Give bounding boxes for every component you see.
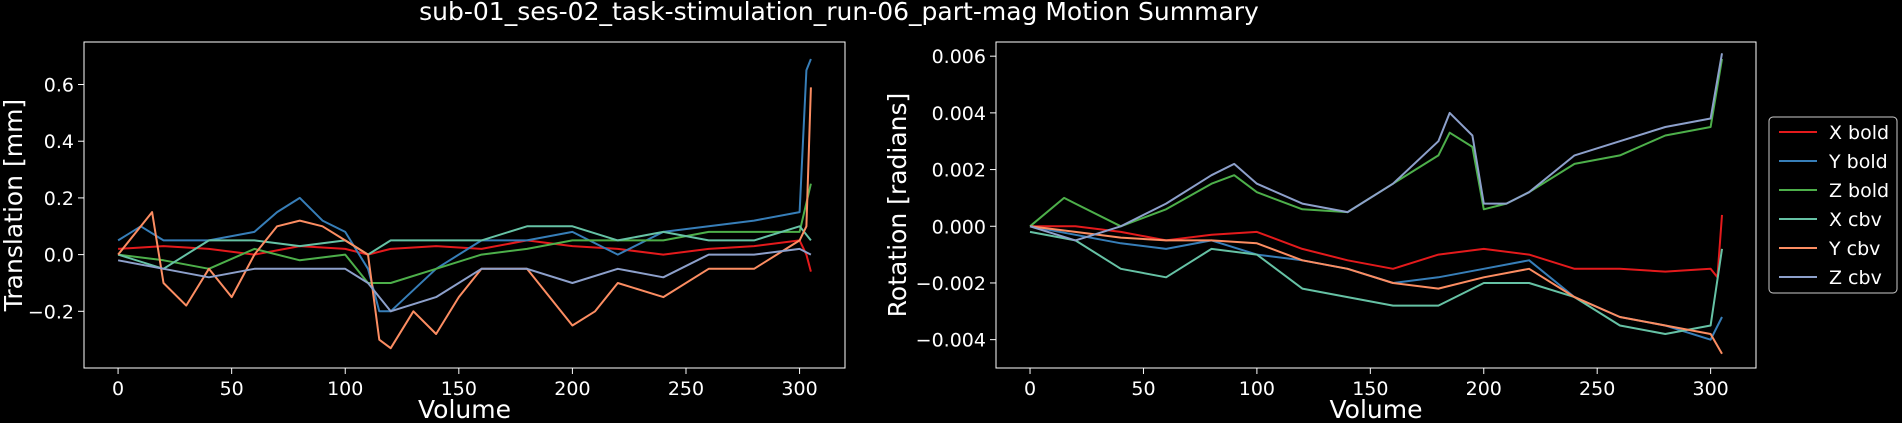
series-line-x-cbv xyxy=(117,225,812,270)
x-tick-label: 200 xyxy=(554,378,590,400)
translation-panel: 0 50 100 150 200 250 300 −0.2 0.0 0.2 0.4 0.6 Volume… xyxy=(0,41,846,423)
series-line-z-bold xyxy=(1029,58,1723,228)
series-line-z-cbv xyxy=(117,247,812,313)
legend-label-x-bold: X bold xyxy=(1829,122,1889,144)
y-tick-label: −0.002 xyxy=(916,273,986,295)
x-tick-label: 250 xyxy=(1579,378,1615,400)
y-tick-label: 0.000 xyxy=(932,216,986,238)
y-axis-label: Rotation [radians] xyxy=(883,93,912,318)
series-line-z-bold xyxy=(117,183,812,284)
y-axis-label: Translation [mm] xyxy=(0,99,28,312)
series-line-x-cbv xyxy=(1029,230,1723,335)
series-line-y-cbv xyxy=(1029,225,1723,355)
x-tick-label: 50 xyxy=(220,378,244,400)
x-tick-label: 200 xyxy=(1466,378,1502,400)
y-tick-label: 0.4 xyxy=(44,131,74,153)
legend-label-z-cbv: Z cbv xyxy=(1829,267,1882,289)
x-tick-label: 0 xyxy=(1024,378,1036,400)
y-tick-label: 0.004 xyxy=(932,103,986,125)
axes-frame xyxy=(83,41,846,369)
y-tick-label: −0.2 xyxy=(28,301,74,323)
series-group xyxy=(1029,53,1723,355)
series-line-z-cbv xyxy=(1029,53,1723,242)
x-tick-label: 150 xyxy=(441,378,477,400)
x-tick-label: 150 xyxy=(1352,378,1388,400)
x-axis-label: Volume xyxy=(1330,395,1423,423)
figure-title: sub-01_ses-02_task-stimulation_run-06_pa… xyxy=(419,0,1259,26)
series-group xyxy=(117,58,812,350)
x-tick-label: 250 xyxy=(668,378,704,400)
y-tick-label: 0.6 xyxy=(44,75,74,97)
legend: X bold Y bold Z bold X cbv Y cbv Z cbv xyxy=(1768,116,1898,294)
y-tick-label: 0.0 xyxy=(44,245,74,267)
series-line-y-cbv xyxy=(117,87,812,350)
x-tick-label: 0 xyxy=(112,378,124,400)
y-tick-label: −0.004 xyxy=(916,330,986,352)
legend-label-z-bold: Z bold xyxy=(1829,180,1889,202)
y-tick-label: 0.2 xyxy=(44,188,74,210)
y-tick-label: 0.006 xyxy=(932,46,986,68)
axes-frame xyxy=(995,41,1757,369)
x-tick-label: 300 xyxy=(1692,378,1728,400)
rotation-panel: 0 50 100 150 200 250 300 −0.004 −0.002 0.000 0.002… xyxy=(883,41,1757,423)
x-tick-label: 50 xyxy=(1131,378,1155,400)
x-axis-label: Volume xyxy=(418,395,511,423)
legend-label-y-bold: Y bold xyxy=(1828,151,1888,173)
x-tick-label: 100 xyxy=(1239,378,1275,400)
legend-label-y-cbv: Y cbv xyxy=(1828,238,1880,260)
x-tick-label: 300 xyxy=(781,378,817,400)
x-tick-label: 100 xyxy=(327,378,363,400)
y-tick-label: 0.002 xyxy=(932,160,986,182)
legend-label-x-cbv: X cbv xyxy=(1829,209,1882,231)
